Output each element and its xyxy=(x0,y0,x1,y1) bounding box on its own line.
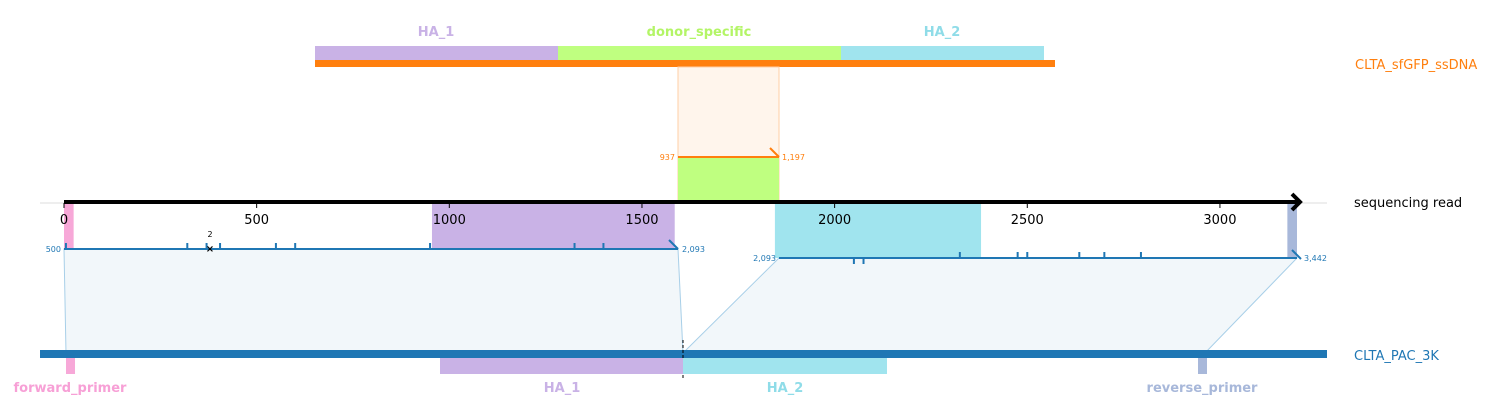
ref-alignment-1-arrowhead xyxy=(668,239,679,250)
insertion-mark: × xyxy=(206,244,214,255)
read-axis-tick-label: 1000 xyxy=(433,213,466,228)
donor-alignment-arrowhead xyxy=(769,147,780,158)
read-axis-tick-label: 2000 xyxy=(818,213,851,228)
insertion-count-label: 2 xyxy=(207,230,212,239)
donor-sequence-bar xyxy=(315,60,1055,67)
ref-reverse-primer-label: reverse_primer xyxy=(1147,381,1259,396)
donor-align-start-label: 937 xyxy=(660,153,675,162)
donor-specific-box xyxy=(558,46,841,61)
ref-alignment-2-mismatches xyxy=(852,252,1142,264)
ref-ha1-label: HA_1 xyxy=(544,381,581,396)
donor-ha1-box xyxy=(315,46,558,61)
read-axis-tick-label: 500 xyxy=(244,213,269,228)
donor-ha2-label: HA_2 xyxy=(924,25,961,40)
donor-alignment: 937 1,197 xyxy=(660,66,805,203)
donor-ha1-label: HA_1 xyxy=(418,25,455,40)
ref-features: forward_primer HA_1 HA_2 reverse_primer xyxy=(14,358,1259,396)
ref-row-label: CLTA_PAC_3K xyxy=(1354,349,1439,364)
read-row-label: sequencing read xyxy=(1354,196,1462,211)
ref-ha2-box xyxy=(683,358,887,374)
read-axis-tick-label: 1500 xyxy=(625,213,658,228)
read-axis-ticks: 0 500 1000 1500 2000 2500 3000 xyxy=(60,203,1236,228)
read-axis-tick-label: 2500 xyxy=(1011,213,1044,228)
ref-align-1-end-label: 2,093 xyxy=(682,245,705,254)
donor-ha2-box xyxy=(841,46,1044,61)
ref-forward-primer-label: forward_primer xyxy=(14,381,128,396)
read-axis-tick-label: 0 xyxy=(60,213,68,228)
ref-alignment-2: 2,093 3,442 xyxy=(681,249,1327,354)
donor-row-label: CLTA_sfGFP_ssDNA xyxy=(1355,58,1477,73)
ref-ha2-label: HA_2 xyxy=(767,381,804,396)
ref-alignment-1-shade xyxy=(63,248,684,354)
reverse-primer-read-span xyxy=(1287,203,1297,258)
reference-sequence-bar xyxy=(40,350,1327,358)
ref-align-2-end-label: 3,442 xyxy=(1304,254,1327,263)
read-axis: 0 500 1000 1500 2000 2500 3000 xyxy=(40,192,1327,228)
read-axis-tick-label: 3000 xyxy=(1203,213,1236,228)
ref-align-1-start-label: 500 xyxy=(46,245,61,254)
ref-alignment-2-shade xyxy=(681,257,1299,354)
donor-features: HA_1 donor_specific HA_2 xyxy=(315,25,1044,61)
ref-alignment-2-arrowhead xyxy=(1291,249,1302,260)
ref-forward-primer-box xyxy=(66,358,75,374)
ref-reverse-primer-box xyxy=(1198,358,1207,374)
forward-primer-read-span xyxy=(64,203,74,258)
read-axis-arrowhead xyxy=(1290,192,1303,212)
ref-alignment-1: 500 2,093 2 × xyxy=(46,230,705,354)
donor-align-end-label: 1,197 xyxy=(782,153,805,162)
donor-specific-read-span xyxy=(678,157,779,202)
ref-ha1-box xyxy=(440,358,683,374)
donor-specific-label: donor_specific xyxy=(647,25,752,40)
ha2-read-span xyxy=(774,203,982,258)
ref-align-2-start-label: 2,093 xyxy=(753,254,776,263)
ref-alignment-1-mismatches xyxy=(64,243,605,249)
